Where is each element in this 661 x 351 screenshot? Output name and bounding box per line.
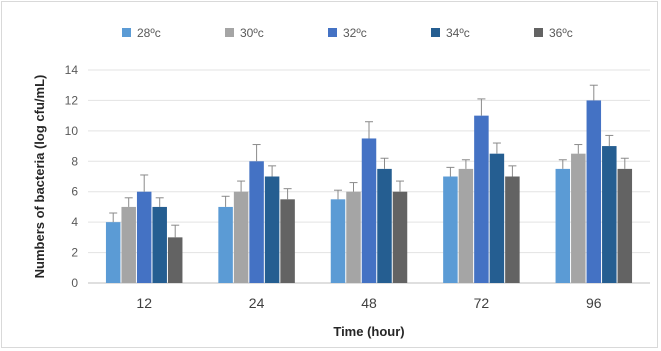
legend-swatch [328, 28, 337, 37]
bar [377, 168, 392, 283]
y-tick-label: 8 [71, 154, 78, 168]
x-tick-label: 48 [361, 295, 377, 311]
bar [617, 168, 633, 283]
legend-swatch [122, 28, 131, 37]
bar [602, 146, 617, 283]
y-tick-label: 6 [71, 185, 78, 199]
bar [152, 206, 167, 283]
x-axis-title: Time (hour) [333, 324, 404, 339]
bar [571, 153, 586, 283]
y-tick-label: 4 [71, 215, 78, 229]
bar [249, 161, 264, 283]
bar [586, 100, 602, 283]
legend-label: 36ºc [549, 26, 573, 40]
bar [505, 176, 520, 283]
legend-swatch [431, 28, 440, 37]
bar [167, 237, 183, 283]
bar [136, 191, 152, 283]
bar [121, 206, 136, 283]
bar [280, 199, 295, 283]
bar [264, 176, 280, 283]
bar [218, 206, 233, 283]
bar [443, 176, 458, 283]
bar [489, 153, 505, 283]
y-tick-label: 2 [71, 246, 78, 260]
bar [361, 138, 377, 283]
x-tick-label: 72 [474, 295, 490, 311]
bar [233, 191, 249, 283]
x-tick-labels: 12 24 48 72 96 [136, 295, 601, 311]
legend-label: 34ºc [446, 26, 470, 40]
x-tick-label: 24 [249, 295, 265, 311]
legend: 28ºc 30ºc 32ºc 34ºc 36ºc [122, 26, 573, 40]
bar [474, 115, 489, 284]
error-bars [109, 84, 629, 238]
y-tick-label: 14 [65, 63, 79, 77]
legend-label: 30ºc [240, 26, 264, 40]
legend-swatch [225, 28, 234, 37]
bar [392, 191, 408, 283]
y-tick-labels: 0 2 4 6 8 10 12 14 [65, 63, 79, 290]
x-tick-label: 96 [586, 295, 602, 311]
legend-label: 32ºc [343, 26, 367, 40]
bar [346, 191, 361, 283]
y-tick-label: 10 [65, 124, 79, 138]
bar [458, 168, 474, 283]
x-tick-label: 12 [136, 295, 152, 311]
bars [105, 100, 633, 284]
bar [330, 199, 346, 283]
y-tick-label: 12 [65, 93, 79, 107]
y-tick-label: 0 [71, 276, 78, 290]
bar [105, 222, 121, 283]
legend-label: 28ºc [137, 26, 161, 40]
bar [555, 168, 571, 283]
legend-swatch [534, 28, 543, 37]
y-axis-title: Numbers of bacteria (log cfu/mL) [32, 75, 47, 279]
